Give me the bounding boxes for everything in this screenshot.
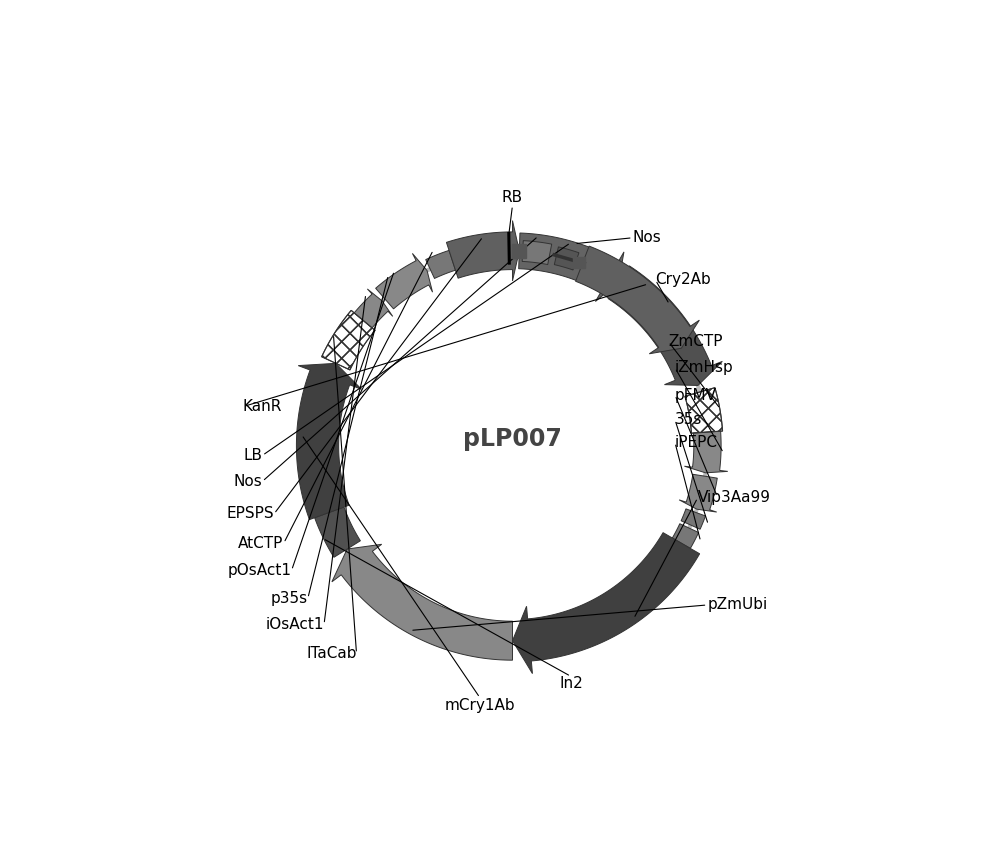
Bar [512, 244, 526, 258]
Polygon shape [608, 266, 722, 386]
Text: pLP007: pLP007 [463, 427, 562, 452]
Polygon shape [426, 251, 455, 279]
Polygon shape [519, 233, 624, 301]
Text: ZmCTP: ZmCTP [668, 334, 723, 349]
Polygon shape [296, 363, 362, 520]
Polygon shape [679, 474, 717, 512]
Text: 35s: 35s [675, 412, 702, 427]
Polygon shape [354, 289, 393, 328]
Text: RB: RB [502, 190, 523, 205]
Polygon shape [672, 524, 699, 549]
Polygon shape [554, 247, 579, 270]
Text: KanR: KanR [243, 399, 282, 414]
Text: iZmHsp: iZmHsp [675, 360, 734, 376]
Text: iOsAct1: iOsAct1 [266, 617, 324, 632]
Text: mCry1Ab: mCry1Ab [445, 698, 515, 713]
Text: iPEPC: iPEPC [675, 435, 718, 450]
Text: pZmUbi: pZmUbi [707, 598, 768, 613]
Polygon shape [322, 311, 375, 370]
Text: LB: LB [243, 448, 262, 463]
Text: Nos: Nos [234, 474, 262, 489]
Polygon shape [446, 220, 519, 281]
Polygon shape [376, 253, 433, 309]
Polygon shape [315, 507, 360, 557]
Text: AtCTP: AtCTP [238, 536, 284, 550]
Text: pOsAct1: pOsAct1 [228, 563, 292, 578]
Text: Nos: Nos [633, 230, 661, 246]
Polygon shape [522, 241, 552, 264]
Text: ITaCab: ITaCab [306, 647, 357, 661]
Bar [573, 257, 585, 268]
Text: pFMV: pFMV [675, 387, 717, 403]
Text: Cry2Ab: Cry2Ab [655, 273, 711, 288]
Text: In2: In2 [559, 676, 583, 691]
Polygon shape [684, 431, 728, 473]
Text: p35s: p35s [271, 591, 308, 606]
Polygon shape [681, 509, 705, 529]
Text: EPSPS: EPSPS [226, 506, 274, 522]
Text: Vip3Aa99: Vip3Aa99 [698, 490, 771, 506]
Polygon shape [512, 533, 700, 674]
Polygon shape [576, 246, 699, 354]
Polygon shape [685, 387, 723, 433]
Polygon shape [332, 544, 512, 660]
